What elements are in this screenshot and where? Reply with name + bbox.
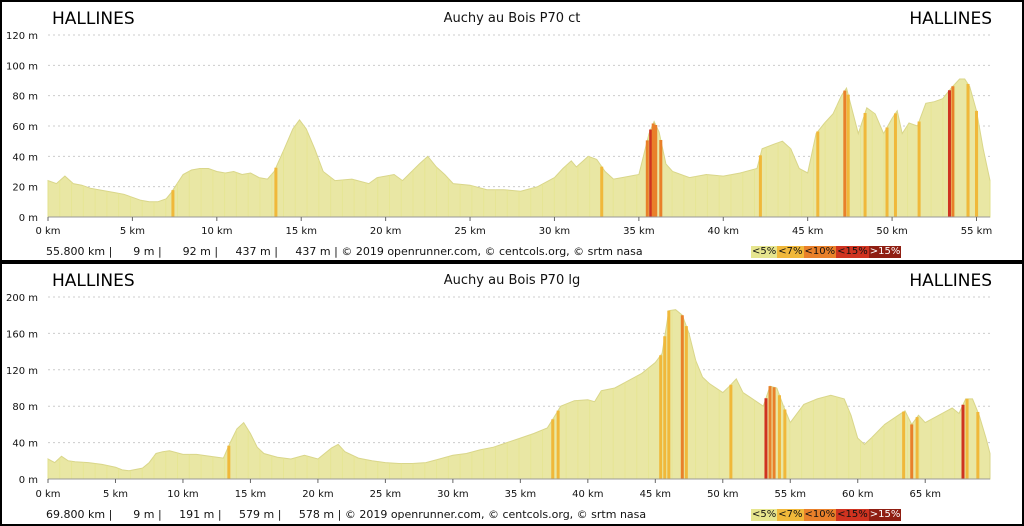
y-tick-label: 120 m <box>6 31 38 42</box>
x-tick-label: 15 km <box>286 226 317 237</box>
y-tick-label: 40 m <box>12 152 38 163</box>
route-stats: 69.800 km | 9 m | 191 m | 579 m | 578 m … <box>46 508 647 521</box>
y-tick-label: 0 m <box>19 475 38 486</box>
legend-lt5: <5% <box>751 509 778 521</box>
elevation-chart: 0 m 40 m 80 m 120 m 160 m 200 m 0 km 5 km 10 km 1… <box>6 293 991 500</box>
legend-gt15: >15% <box>868 509 902 521</box>
x-tick-label: 10 km <box>201 226 232 237</box>
x-tick-label: 40 km <box>708 226 739 237</box>
grade-legend: <5% <7% <10% <15% >15% <box>751 509 902 521</box>
y-tick-label: 160 m <box>6 329 38 340</box>
x-tick-label: 0 km <box>35 489 60 500</box>
legend-lt15: <15% <box>836 509 869 521</box>
start-place-label: HALLINES <box>52 9 135 29</box>
legend-lt15: <15% <box>836 246 869 258</box>
route-stats: 55.800 km | 9 m | 92 m | 437 m | 437 m |… <box>46 245 643 258</box>
x-tick-label: 50 km <box>876 226 907 237</box>
x-tick-label: 55 km <box>961 226 992 237</box>
legend-lt5: <5% <box>751 246 778 258</box>
x-tick-label: 55 km <box>775 489 806 500</box>
x-tick-label: 65 km <box>910 489 941 500</box>
legend-gt15: >15% <box>868 246 902 258</box>
legend-lt10: <10% <box>803 246 837 258</box>
y-tick-label: 120 m <box>6 366 38 377</box>
x-tick-label: 45 km <box>792 226 823 237</box>
x-tick-label: 15 km <box>235 489 266 500</box>
x-tick-label: 25 km <box>370 489 401 500</box>
x-tick-label: 20 km <box>302 489 333 500</box>
y-tick-label: 100 m <box>6 61 38 72</box>
elevation-panel-lg: HALLINES Auchy au Bois P70 lg HALLINES 0… <box>2 264 1022 524</box>
grade-legend: <5% <7% <10% <15% >15% <box>751 246 902 258</box>
legend-lt7: <7% <box>777 246 804 258</box>
y-tick-label: 60 m <box>12 122 38 133</box>
x-tick-label: 30 km <box>539 226 570 237</box>
x-tick-label: 30 km <box>437 489 468 500</box>
y-tick-label: 80 m <box>12 402 38 413</box>
y-tick-label: 80 m <box>12 92 38 103</box>
x-tick-label: 20 km <box>370 226 401 237</box>
x-tick-label: 60 km <box>842 489 873 500</box>
y-tick-label: 20 m <box>12 183 38 194</box>
end-place-label: HALLINES <box>909 9 992 29</box>
x-tick-label: 50 km <box>707 489 738 500</box>
legend-lt7: <7% <box>777 509 804 521</box>
x-tick-label: 5 km <box>120 226 145 237</box>
y-tick-label: 200 m <box>6 293 38 304</box>
x-tick-label: 45 km <box>640 489 671 500</box>
legend-lt10: <10% <box>803 509 837 521</box>
x-tick-label: 40 km <box>572 489 603 500</box>
y-tick-label: 40 m <box>12 439 38 450</box>
start-place-label: HALLINES <box>52 271 135 291</box>
end-place-label: HALLINES <box>909 271 992 291</box>
chart-title: Auchy au Bois P70 ct <box>443 11 581 26</box>
x-tick-label: 0 km <box>35 226 60 237</box>
x-tick-label: 10 km <box>167 489 198 500</box>
x-tick-label: 5 km <box>103 489 128 500</box>
elevation-chart: 0 m 20 m 40 m 60 m 80 m 100 m 120 m 0 km 5 km 10 … <box>6 31 992 237</box>
y-tick-label: 0 m <box>19 213 38 224</box>
elevation-panel-ct: HALLINES Auchy au Bois P70 ct HALLINES 0… <box>2 2 1022 260</box>
x-tick-label: 35 km <box>623 226 654 237</box>
x-tick-label: 25 km <box>454 226 485 237</box>
chart-title: Auchy au Bois P70 lg <box>443 273 581 288</box>
x-tick-label: 35 km <box>505 489 536 500</box>
